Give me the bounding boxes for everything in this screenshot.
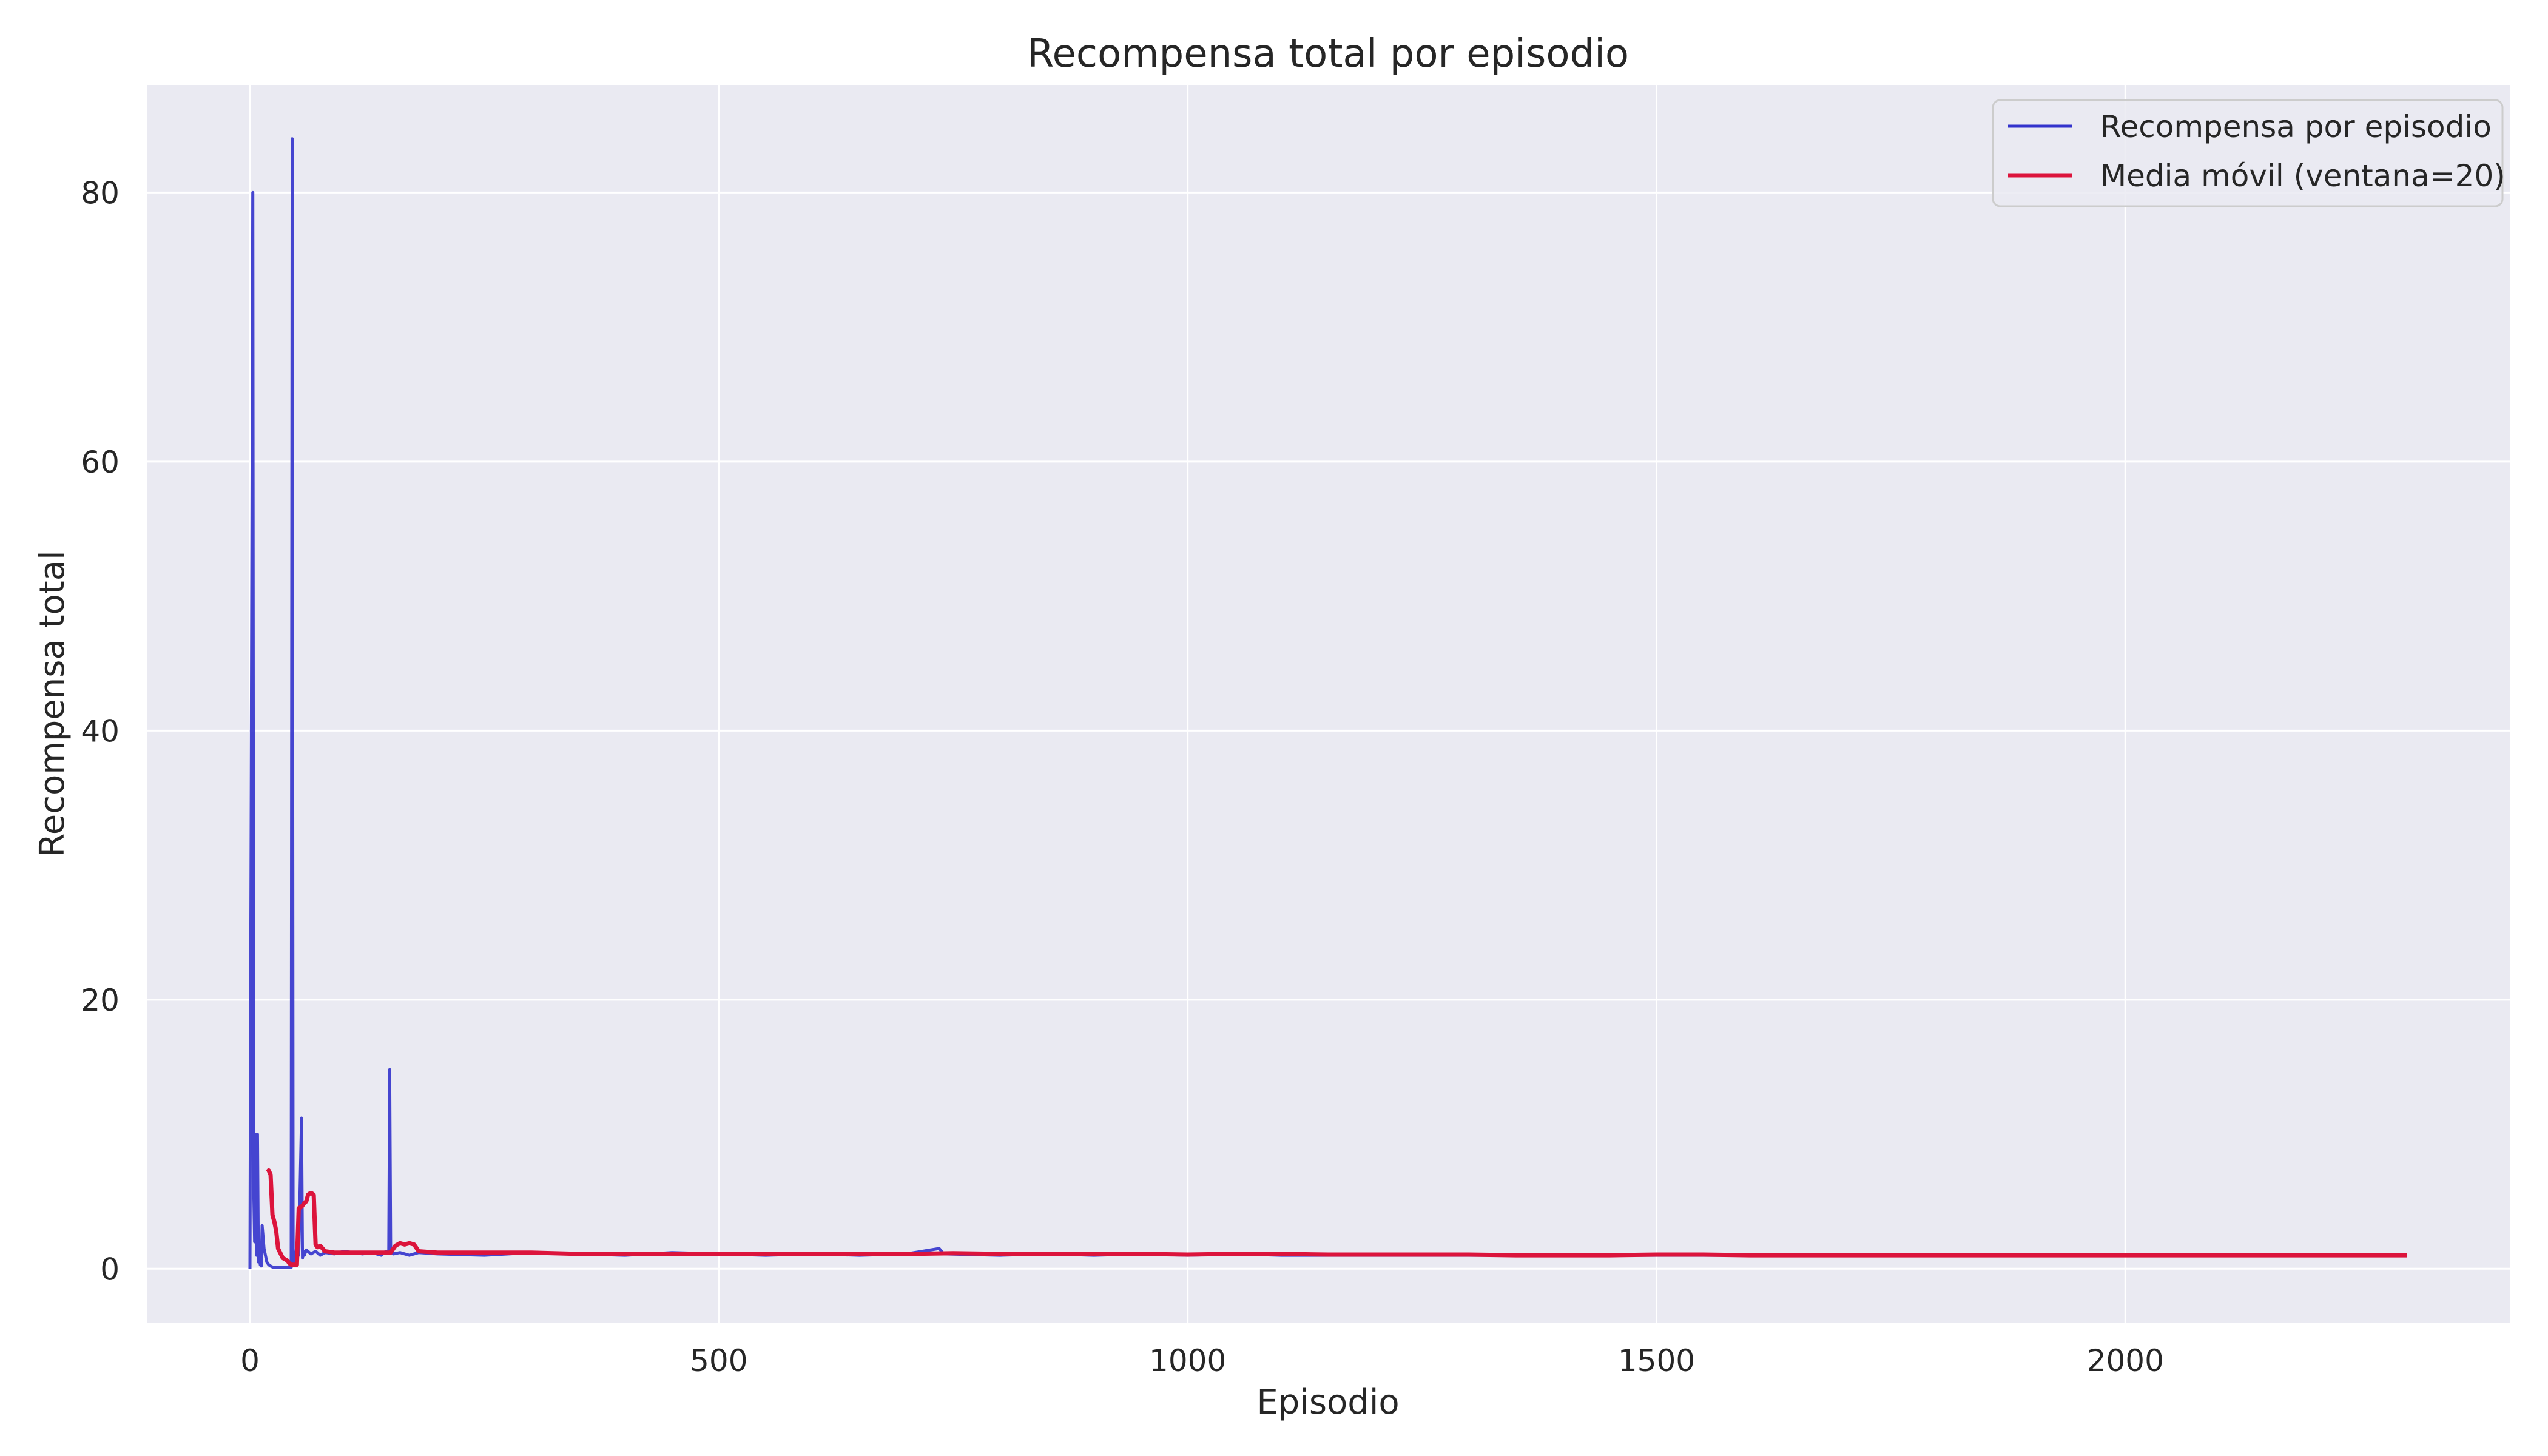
y-tick-label: 0 [100, 1252, 120, 1287]
chart-title: Recompensa total por episodio [1027, 32, 1629, 76]
legend-label-moving-avg: Media móvil (ventana=20) [2100, 158, 2506, 194]
x-tick-label: 500 [690, 1343, 747, 1378]
y-tick-label: 60 [81, 445, 120, 480]
x-tick-label: 1000 [1149, 1343, 1226, 1378]
y-tick-label: 40 [81, 713, 120, 749]
y-axis-label: Recompensa total [33, 550, 72, 857]
y-tick-label: 80 [81, 175, 120, 211]
x-axis-label: Episodio [1256, 1383, 1399, 1422]
legend: Recompensa por episodio Media móvil (ven… [1992, 99, 2506, 207]
series-layer [248, 137, 2407, 1269]
plot-background [147, 85, 2510, 1323]
x-tick-label: 0 [240, 1343, 260, 1378]
legend-label-reward: Recompensa por episodio [2100, 109, 2492, 144]
x-tick-label: 2000 [2087, 1343, 2164, 1378]
y-tick-labels: 0 20 40 60 80 [81, 175, 120, 1287]
x-tick-labels: 0 500 1000 1500 2000 [240, 1343, 2164, 1378]
series-line-moving-avg [266, 1168, 2407, 1267]
y-tick-label: 20 [81, 983, 120, 1018]
legend-box [1992, 99, 2504, 207]
x-tick-label: 1500 [1618, 1343, 1695, 1378]
